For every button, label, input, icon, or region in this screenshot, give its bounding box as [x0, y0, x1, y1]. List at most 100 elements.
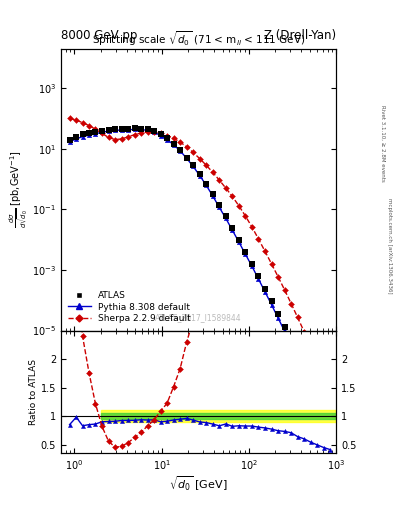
ATLAS: [158, 131, 163, 137]
ATLAS: [289, 337, 294, 343]
Pythia 8.308 default: [178, 148, 182, 154]
Pythia 8.308 default: [256, 276, 261, 282]
ATLAS: [165, 135, 169, 141]
Pythia 8.308 default: [250, 263, 254, 269]
Pythia 8.308 default: [295, 356, 300, 362]
Pythia 8.308 default: [309, 385, 313, 391]
Sherpa 2.2.9 default: [328, 391, 332, 397]
ATLAS: [321, 404, 326, 411]
Pythia 8.308 default: [276, 315, 281, 321]
ATLAS: [99, 127, 104, 134]
Pythia 8.308 default: [302, 370, 307, 376]
ATLAS: [191, 162, 196, 168]
Pythia 8.308 default: [230, 227, 235, 233]
ATLAS: [132, 125, 137, 132]
Pythia 8.308 default: [237, 239, 241, 245]
Sherpa 2.2.9 default: [93, 126, 98, 132]
Sherpa 2.2.9 default: [113, 137, 118, 143]
Sherpa 2.2.9 default: [210, 169, 215, 176]
Sherpa 2.2.9 default: [106, 134, 111, 140]
ATLAS: [184, 155, 189, 161]
Sherpa 2.2.9 default: [132, 132, 137, 138]
ATLAS: [113, 126, 118, 132]
Sherpa 2.2.9 default: [250, 224, 254, 230]
Sherpa 2.2.9 default: [67, 115, 72, 121]
ATLAS: [230, 224, 235, 230]
Pythia 8.308 default: [328, 431, 332, 437]
Sherpa 2.2.9 default: [243, 213, 248, 219]
ATLAS: [217, 202, 222, 208]
Sherpa 2.2.9 default: [74, 117, 79, 123]
Pythia 8.308 default: [139, 126, 143, 133]
Sherpa 2.2.9 default: [309, 344, 313, 350]
Pythia 8.308 default: [67, 139, 72, 145]
Pythia 8.308 default: [289, 342, 294, 348]
Sherpa 2.2.9 default: [152, 129, 156, 135]
Sherpa 2.2.9 default: [158, 130, 163, 136]
Sherpa 2.2.9 default: [295, 314, 300, 321]
Sherpa 2.2.9 default: [302, 329, 307, 335]
Sherpa 2.2.9 default: [315, 358, 320, 365]
Sherpa 2.2.9 default: [139, 130, 143, 136]
ATLAS: [67, 137, 72, 143]
Text: Rivet 3.1.10, ≥ 2.8M events: Rivet 3.1.10, ≥ 2.8M events: [381, 105, 386, 182]
Pythia 8.308 default: [158, 133, 163, 139]
Sherpa 2.2.9 default: [197, 156, 202, 162]
Pythia 8.308 default: [99, 129, 104, 135]
ATLAS: [126, 125, 130, 132]
Sherpa 2.2.9 default: [289, 301, 294, 307]
Sherpa 2.2.9 default: [276, 274, 281, 280]
Pythia 8.308 default: [243, 251, 248, 258]
Pythia 8.308 default: [165, 137, 169, 143]
Pythia 8.308 default: [132, 126, 137, 133]
Pythia 8.308 default: [171, 142, 176, 148]
Sherpa 2.2.9 default: [191, 150, 196, 156]
Pythia 8.308 default: [315, 399, 320, 406]
Sherpa 2.2.9 default: [86, 122, 91, 129]
Bar: [101, 410, 336, 422]
ATLAS: [269, 298, 274, 305]
Pythia 8.308 default: [263, 289, 267, 295]
Sherpa 2.2.9 default: [256, 236, 261, 242]
Sherpa 2.2.9 default: [99, 131, 104, 137]
Sherpa 2.2.9 default: [126, 134, 130, 140]
Legend: ATLAS, Pythia 8.308 default, Sherpa 2.2.9 default: ATLAS, Pythia 8.308 default, Sherpa 2.2.…: [65, 288, 193, 326]
ATLAS: [178, 147, 182, 153]
Sherpa 2.2.9 default: [237, 203, 241, 209]
ATLAS: [256, 273, 261, 279]
ATLAS: [276, 311, 281, 317]
Pythia 8.308 default: [113, 127, 118, 134]
ATLAS: [315, 390, 320, 396]
Pythia 8.308 default: [106, 128, 111, 134]
Sherpa 2.2.9 default: [269, 261, 274, 267]
Sherpa 2.2.9 default: [184, 144, 189, 150]
Pythia 8.308 default: [152, 129, 156, 135]
Sherpa 2.2.9 default: [80, 120, 85, 126]
Pythia 8.308 default: [184, 155, 189, 161]
Pythia 8.308 default: [86, 132, 91, 138]
Sherpa 2.2.9 default: [178, 139, 182, 145]
Title: Splitting scale $\sqrt{d_0}$ (71 < m$_{ll}$ < 111 GeV): Splitting scale $\sqrt{d_0}$ (71 < m$_{l…: [92, 30, 305, 49]
ATLAS: [106, 127, 111, 133]
Pythia 8.308 default: [224, 216, 228, 222]
ATLAS: [152, 128, 156, 134]
Text: 8000 GeV pp: 8000 GeV pp: [61, 29, 137, 42]
Sherpa 2.2.9 default: [224, 185, 228, 191]
ATLAS: [197, 171, 202, 177]
Y-axis label: Ratio to ATLAS: Ratio to ATLAS: [29, 359, 38, 425]
ATLAS: [263, 286, 267, 292]
Sherpa 2.2.9 default: [282, 287, 287, 293]
ATLAS: [74, 134, 79, 140]
Pythia 8.308 default: [282, 328, 287, 334]
Pythia 8.308 default: [204, 182, 209, 188]
ATLAS: [139, 125, 143, 132]
Pythia 8.308 default: [126, 126, 130, 133]
ATLAS: [145, 126, 150, 133]
Pythia 8.308 default: [269, 302, 274, 308]
Line: Sherpa 2.2.9 default: Sherpa 2.2.9 default: [68, 116, 332, 396]
Sherpa 2.2.9 default: [321, 374, 326, 380]
Pythia 8.308 default: [145, 127, 150, 134]
Sherpa 2.2.9 default: [171, 135, 176, 141]
ATLAS: [250, 261, 254, 267]
Sherpa 2.2.9 default: [230, 194, 235, 200]
